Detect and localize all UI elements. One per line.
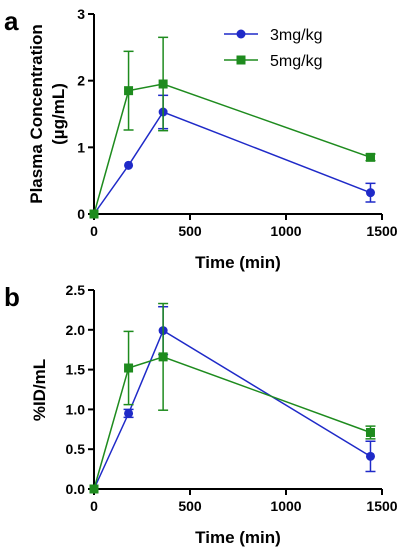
y-tick-label: 0 [77, 206, 85, 222]
legend-marker [236, 55, 246, 65]
chart-panel-a: a Plasma Concentration (µg/mL) Time (min… [4, 6, 398, 272]
legend-marker [236, 29, 246, 39]
x-tick-label: 0 [90, 223, 98, 239]
y-tick-label: 1 [77, 139, 85, 155]
x-tick-label: 1500 [366, 223, 397, 239]
y-axis-label-a-unit: (µg/mL) [49, 83, 68, 145]
x-axis-label-a: Time (min) [195, 253, 281, 272]
series-line-3mg/kg [93, 329, 371, 490]
panel-label-a: a [4, 6, 19, 36]
y-tick-label: 2.0 [66, 322, 86, 338]
series-line-3mg/kg [93, 111, 371, 215]
x-tick-label: 1000 [270, 223, 301, 239]
data-point [89, 209, 99, 219]
y-tick-label: 1.5 [66, 362, 86, 378]
data-point [124, 86, 134, 96]
y-tick-label: 0.5 [66, 441, 86, 457]
data-point [124, 363, 134, 373]
y-tick-label: 0.0 [66, 481, 86, 497]
y-tick-label: 3 [77, 6, 85, 22]
data-point [124, 408, 134, 418]
x-axis-label-b: Time (min) [195, 528, 281, 547]
data-point [158, 79, 168, 89]
data-point [365, 188, 375, 198]
data-point [124, 160, 134, 170]
chart-panel-b: b %ID/mL Time (min) 0.0 0.5 1.0 1.5 2.0 2.5 0 5… [4, 282, 398, 547]
data-point [89, 484, 99, 494]
legend-label: 3mg/kg [270, 27, 322, 44]
x-tick-label: 1000 [270, 498, 301, 514]
y-axis-label-b: %ID/mL [30, 359, 49, 421]
data-point [158, 352, 168, 362]
panel-label-b: b [4, 282, 20, 312]
x-tick-label: 0 [90, 498, 98, 514]
y-tick-label: 2 [77, 73, 85, 89]
series-line-5mg/kg [93, 356, 371, 490]
data-point [365, 427, 375, 437]
data-point [365, 152, 375, 162]
y-axis-label-a: Plasma Concentration [27, 24, 46, 204]
series-line-5mg/kg [93, 83, 371, 215]
x-tick-label: 500 [178, 223, 202, 239]
y-tick-label: 1.0 [66, 401, 86, 417]
legend-label: 5mg/kg [270, 53, 322, 70]
data-point [365, 451, 375, 461]
x-tick-label: 500 [178, 498, 202, 514]
y-tick-label: 2.5 [66, 282, 86, 298]
x-tick-label: 1500 [366, 498, 397, 514]
